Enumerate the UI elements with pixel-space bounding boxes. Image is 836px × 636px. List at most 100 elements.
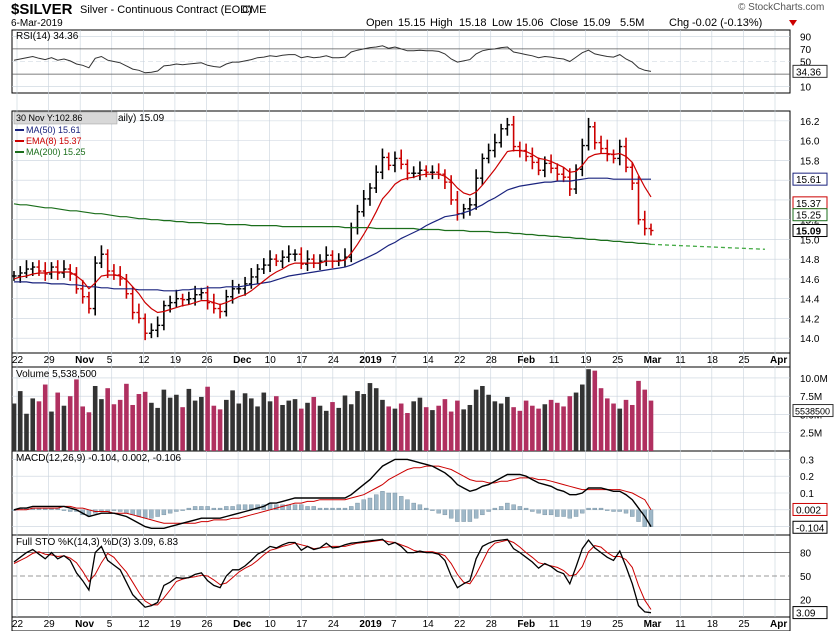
x-tick-label: 19 — [170, 355, 182, 366]
x-tick-label-bottom: 18 — [707, 619, 719, 630]
exchange-label: CME — [242, 4, 266, 16]
ohlc-bar — [255, 264, 261, 284]
volume-bar — [86, 412, 92, 451]
macd-signal-line — [14, 465, 652, 524]
x-tick-label: 14 — [423, 355, 435, 366]
volume-bar — [255, 406, 260, 451]
ohlc-bar — [198, 287, 204, 300]
ohlc-bar — [467, 197, 473, 216]
macd-histogram-bar — [430, 509, 435, 511]
chart-marks — [11, 45, 766, 614]
volume-bar — [373, 388, 379, 451]
macd-histogram-bar — [455, 509, 460, 522]
macd-tick-label: 0.1 — [800, 489, 814, 500]
volume-bar — [236, 403, 242, 451]
x-tick-label: 25 — [612, 355, 624, 366]
volume-bar — [467, 404, 473, 451]
x-tick-label-bottom: 25 — [612, 619, 624, 630]
macd-histogram-bar — [186, 507, 192, 510]
rsi-tick-label: 50 — [800, 58, 812, 69]
volume-bar — [124, 383, 129, 451]
price-tag-label: 15.61 — [796, 175, 821, 186]
volume-bar — [180, 407, 185, 451]
volume-bar — [642, 389, 648, 451]
ohlc-bar — [504, 117, 510, 136]
x-tick-label-bottom: Apr — [770, 619, 787, 630]
ohlc-bar — [636, 176, 642, 225]
macd-histogram-bar — [305, 506, 310, 511]
ohlc-bar — [617, 139, 623, 166]
ohlc-bar — [448, 175, 454, 205]
macd-tick-label: 0.2 — [800, 472, 814, 483]
macd-histogram-bar — [217, 507, 223, 510]
x-tick-label-bottom: 25 — [738, 619, 750, 630]
x-tick-label: 24 — [328, 355, 340, 366]
volume-bar — [111, 404, 117, 451]
low-value: 15.06 — [516, 17, 544, 29]
ma200-line — [13, 203, 652, 245]
ohlc-bar — [186, 291, 192, 305]
x-tick-label-bottom: Feb — [517, 619, 535, 630]
date-label: 6-Mar-2019 — [11, 18, 63, 29]
volume-bar — [567, 396, 573, 451]
macd-histogram-bar — [461, 509, 466, 522]
volume-bar — [11, 403, 17, 451]
volume-bar — [149, 402, 154, 451]
macd-histogram-bar — [505, 502, 510, 510]
volume-bar — [211, 405, 217, 451]
macd-histogram-bar — [548, 509, 554, 516]
volume-bar — [286, 400, 292, 451]
volume-bar — [604, 398, 610, 451]
ohlc-bar — [561, 167, 567, 183]
macd-histogram-bar — [117, 509, 123, 512]
macd-histogram-bar — [498, 506, 504, 511]
volume-bar — [442, 399, 448, 451]
volume-bar — [555, 402, 560, 451]
macd-histogram-bar — [155, 509, 160, 517]
macd-histogram-bar — [342, 507, 348, 510]
macd-histogram-bar — [236, 504, 242, 511]
ohlc-bar — [142, 313, 148, 341]
macd-histogram-bar — [442, 509, 448, 516]
macd-line — [13, 458, 652, 529]
sto-k-line — [13, 538, 652, 614]
ohlc-bar — [361, 190, 367, 217]
volume-bar — [380, 399, 385, 451]
sto-tag-box — [792, 606, 828, 620]
macd-histogram-bar — [467, 509, 473, 522]
volume-bar — [417, 397, 423, 451]
x-tick-label-bottom: 11 — [675, 619, 686, 630]
macd-histogram-bar — [605, 509, 610, 511]
volume-summary: 5.5M — [620, 17, 644, 29]
ohlc-bar — [155, 316, 161, 338]
volume-bar — [611, 403, 616, 451]
macd-histogram-bar — [580, 509, 585, 514]
macd-histogram-bar — [523, 507, 529, 510]
macd-histogram-bar — [623, 509, 629, 514]
volume-bar — [480, 385, 485, 451]
x-tick-label-bottom: 29 — [44, 619, 56, 630]
price-tick-label: 14.6 — [800, 275, 820, 286]
x-tick-label-bottom: 5 — [107, 619, 113, 630]
macd-histogram-bar — [561, 509, 566, 517]
volume-bar — [342, 395, 348, 451]
volume-bar — [174, 394, 179, 451]
ohlc-bar — [367, 183, 373, 206]
volume-bar — [348, 404, 354, 451]
ohlc-bar — [180, 293, 186, 307]
price-legend: 30 Nov Y:102.86 MA(50) 15.61 EMA(8) 15.3… — [13, 111, 118, 157]
high-value: 15.18 — [459, 17, 487, 29]
volume-bar — [511, 407, 516, 451]
x-tick-label: 18 — [707, 355, 719, 366]
price-tag-label: 15.37 — [796, 199, 821, 210]
ohlc-bar — [417, 161, 423, 181]
ohlc-bar — [148, 323, 154, 339]
x-tick-label: 29 — [44, 355, 56, 366]
macd-histogram-bar — [617, 509, 622, 512]
volume-bar — [80, 406, 85, 451]
macd-histogram-bar — [180, 509, 185, 511]
volume-bar — [30, 398, 36, 451]
open-value: 15.15 — [398, 17, 426, 29]
volume-bar — [317, 405, 323, 451]
